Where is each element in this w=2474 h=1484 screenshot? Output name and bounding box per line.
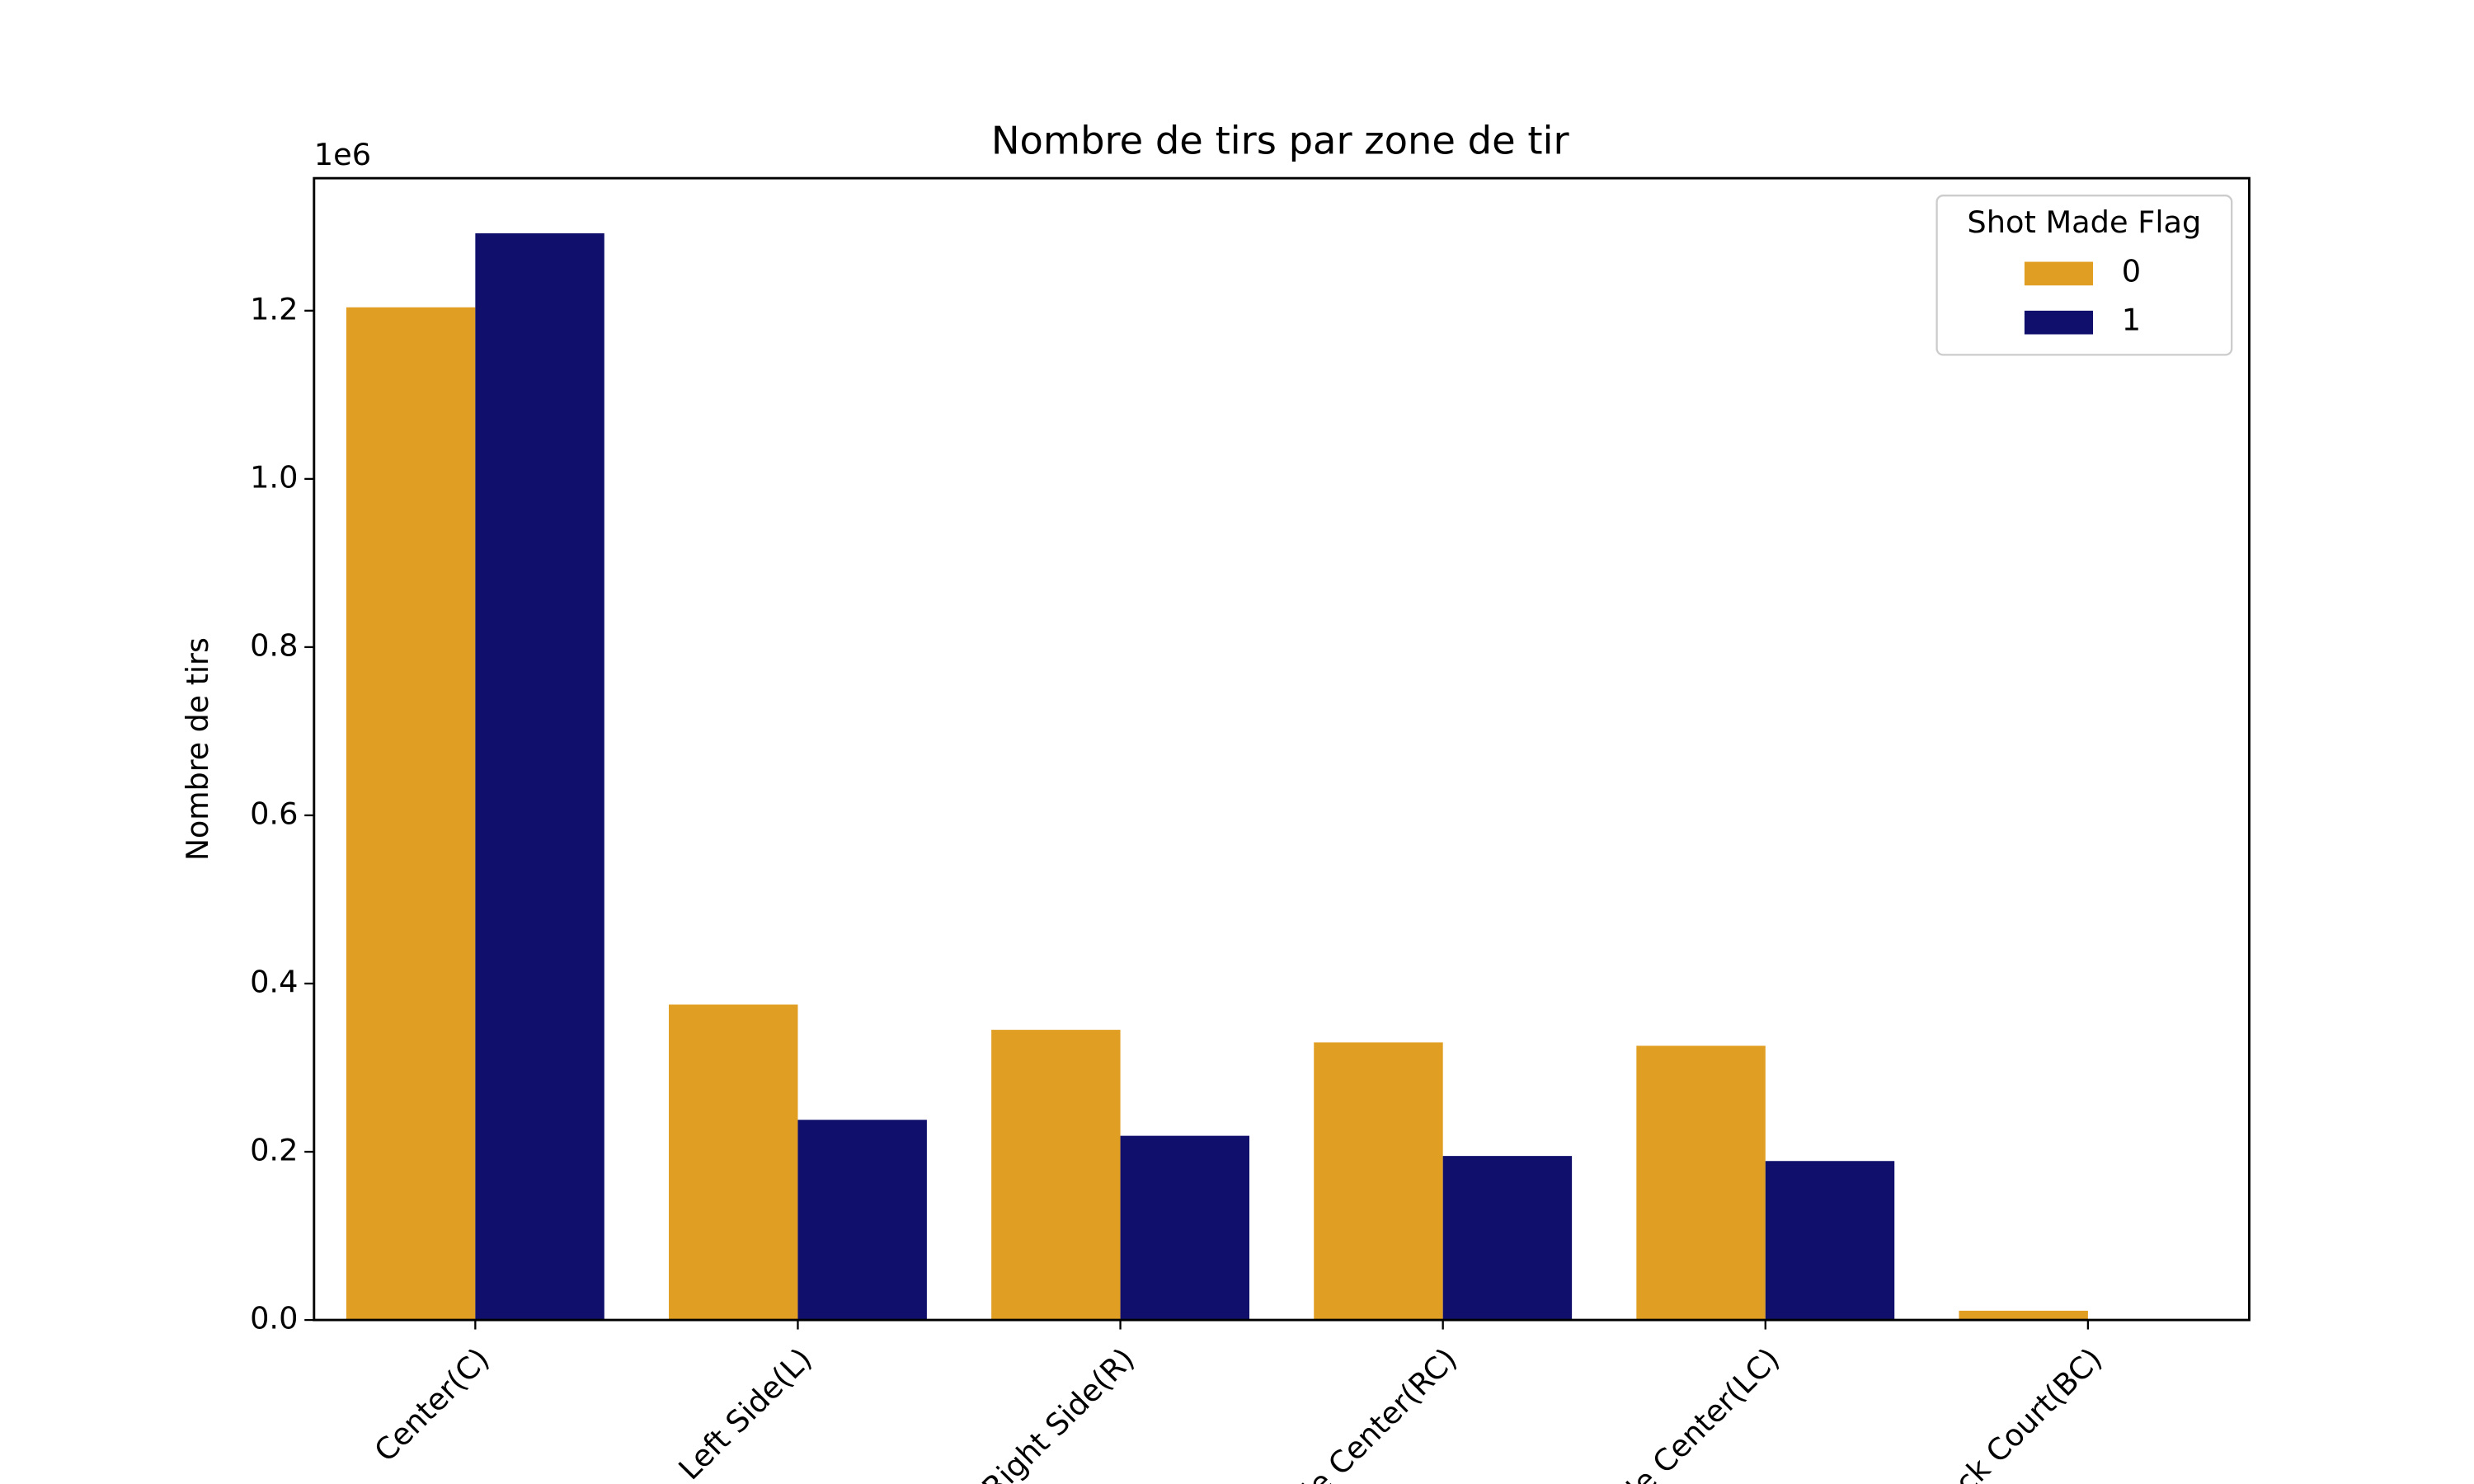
bar	[475, 232, 604, 1321]
y-tick-label: 1.2	[250, 291, 298, 326]
bar	[1314, 1042, 1443, 1321]
y-tick-label: 0.6	[250, 796, 298, 832]
bar	[1636, 1045, 1766, 1321]
x-tick-label: Back Court(BC)	[1920, 1341, 2109, 1484]
bar	[1959, 1310, 2088, 1321]
legend-label: 1	[2122, 303, 2141, 338]
bar	[1442, 1156, 1573, 1321]
bar	[346, 307, 476, 1321]
x-tick-label: Right Side(R)	[975, 1341, 1141, 1484]
y-tick-label: 0.0	[250, 1301, 298, 1336]
legend: Shot Made Flag 0 1	[1935, 195, 2233, 356]
bar	[1765, 1161, 1895, 1321]
bar	[991, 1030, 1121, 1321]
y-axis-label: Nombre de tirs	[180, 637, 215, 861]
legend-swatch	[2024, 261, 2094, 286]
bar	[797, 1120, 927, 1321]
y-tick-label: 1.0	[250, 459, 298, 495]
legend-swatch	[2024, 310, 2094, 335]
y-tick-label: 0.2	[250, 1133, 298, 1168]
x-tick-label: Right Side Center(RC)	[1205, 1341, 1464, 1484]
x-tick-label: Left Side Center(LC)	[1545, 1341, 1786, 1484]
x-tick-label: Left Side(L)	[671, 1341, 818, 1484]
chart-title: Nombre de tirs par zone de tir	[991, 119, 1569, 163]
legend-title: Shot Made Flag	[1967, 204, 2201, 240]
y-offset-label: 1e6	[314, 137, 371, 172]
legend-label: 0	[2122, 254, 2141, 289]
bar	[1120, 1135, 1250, 1321]
y-tick-label: 0.4	[250, 965, 298, 1000]
x-tick-label: Center(C)	[368, 1341, 496, 1469]
bar	[669, 1004, 798, 1321]
plot-frame	[313, 176, 2251, 1322]
y-tick-label: 0.8	[250, 628, 298, 664]
